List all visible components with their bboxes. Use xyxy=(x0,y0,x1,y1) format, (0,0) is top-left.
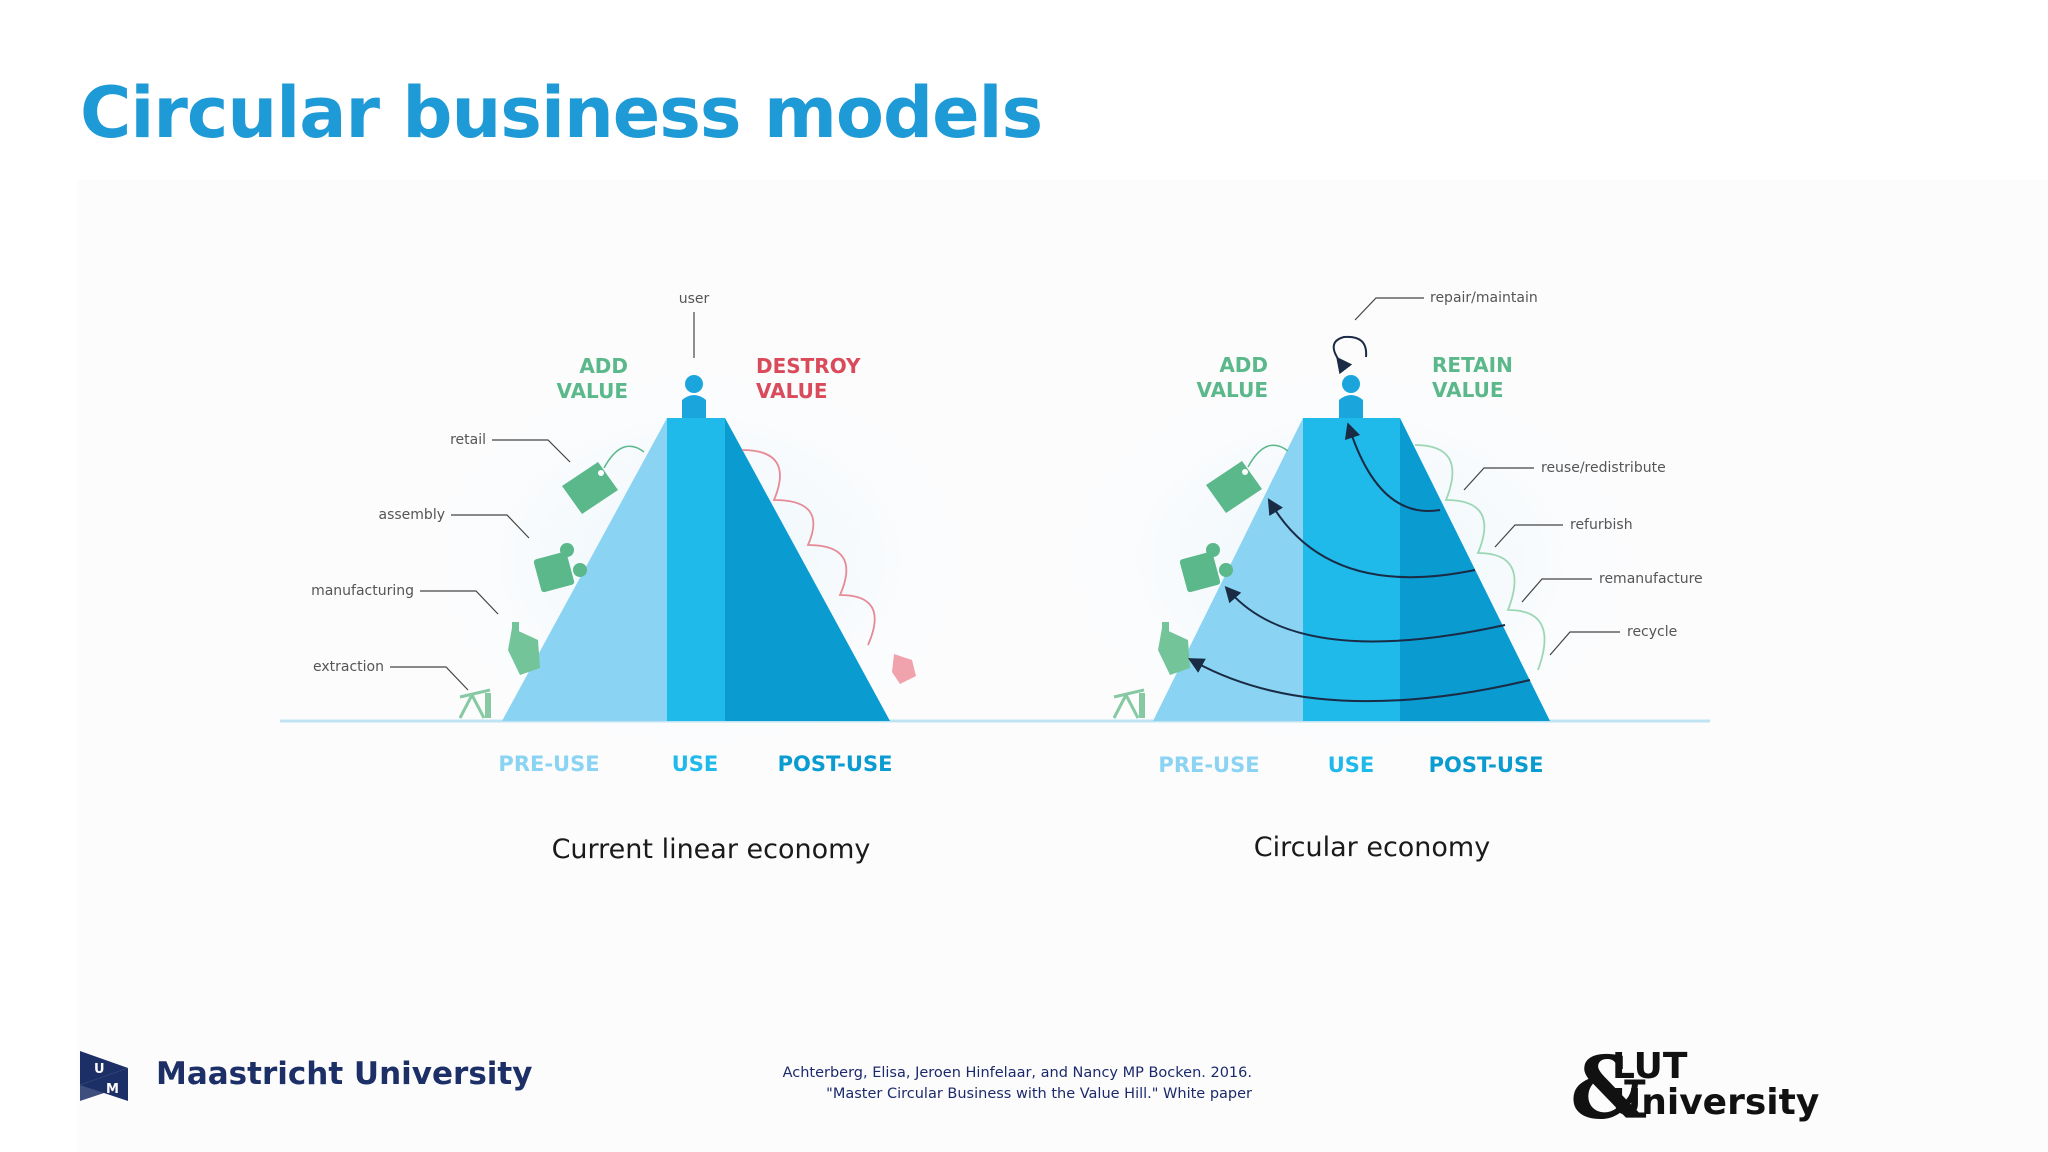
post-use-section xyxy=(1400,418,1550,721)
citation-line-2: "Master Circular Business with the Value… xyxy=(826,1086,1252,1102)
assembly-leader-line xyxy=(451,514,530,539)
add-heading-line2: VALUE xyxy=(1196,378,1268,402)
add-heading-line1: ADD xyxy=(579,354,628,378)
phase-label-use: USE xyxy=(1328,753,1375,777)
slide-title: Circular business models xyxy=(80,72,1043,154)
puzzle-icon xyxy=(533,543,587,593)
phase-label-post-use: POST-USE xyxy=(1429,753,1544,777)
lut-ampersand-mark: & xyxy=(1570,1038,1648,1139)
phase-label-pre-use: PRE-USE xyxy=(498,752,599,776)
loop-label-refurbish: refurbish xyxy=(1570,517,1633,533)
um-letter-u: U xyxy=(94,1062,105,1077)
phase-label-post-use: POST-USE xyxy=(778,752,893,776)
remanufacture-leader-line xyxy=(1521,578,1592,603)
maastricht-logo-mark: U M xyxy=(80,1051,128,1101)
stage-label-manufacturing: manufacturing xyxy=(311,583,414,599)
user-figure-icon xyxy=(682,375,706,418)
use-section xyxy=(667,418,725,721)
stage-label-retail: retail xyxy=(450,432,486,448)
factory-icon xyxy=(508,622,540,675)
phase-label-pre-use: PRE-USE xyxy=(1158,753,1259,777)
tag-icon xyxy=(1206,444,1289,513)
destroy-heading-line2: VALUE xyxy=(756,379,828,403)
maastricht-university-name: Maastricht University xyxy=(156,1056,533,1092)
stage-label-extraction: extraction xyxy=(313,659,384,675)
factory-icon xyxy=(1158,622,1190,675)
user-label: user xyxy=(679,291,710,307)
add-heading-line2: VALUE xyxy=(556,379,628,403)
um-letter-m: M xyxy=(106,1082,119,1097)
citation: Achterberg, Elisa, Jeroen Hinfelaar, and… xyxy=(700,1063,1252,1105)
lut-logo-line1: LUT xyxy=(1612,1046,1688,1087)
linear-economy-caption: Current linear economy xyxy=(551,834,871,865)
circular-economy-caption: Circular economy xyxy=(1253,832,1491,863)
user-figure-icon xyxy=(1339,375,1363,418)
waste-icon xyxy=(892,654,916,684)
tag-icon xyxy=(562,445,645,514)
extraction-leader-line xyxy=(390,666,469,691)
destroy-value-arcs xyxy=(741,449,876,646)
retain-value-arcs xyxy=(1414,444,1546,671)
phase-label-use: USE xyxy=(672,752,719,776)
retain-heading-line2: VALUE xyxy=(1432,378,1504,402)
add-heading-line1: ADD xyxy=(1219,353,1268,377)
manufacturing-leader-line xyxy=(420,590,499,615)
reuse-loop-arrow xyxy=(1344,422,1441,512)
repair-leader-line xyxy=(1354,297,1424,321)
refurbish-loop-arrow xyxy=(1267,498,1476,579)
oil-pump-icon xyxy=(1112,688,1145,719)
lut-logo-line2: University xyxy=(1612,1082,1820,1123)
repair-maintain-label: repair/maintain xyxy=(1430,290,1538,306)
recycle-leader-line xyxy=(1549,631,1620,656)
reuse-leader-line xyxy=(1463,467,1534,491)
retail-leader-line xyxy=(492,439,571,463)
retain-heading-line1: RETAIN xyxy=(1432,353,1513,377)
linear-economy-diagram: user ADD VALUE DESTROY VALUE retail asse… xyxy=(280,291,1100,800)
circular-economy-diagram: repair/maintain ADD VALUE RETAIN VALUE xyxy=(990,290,1710,800)
recycle-loop-arrow xyxy=(1187,658,1531,703)
refurbish-leader-line xyxy=(1494,524,1563,548)
post-use-section xyxy=(725,418,890,721)
loop-label-recycle: recycle xyxy=(1627,624,1677,640)
stage-label-assembly: assembly xyxy=(379,507,445,523)
puzzle-icon xyxy=(1179,543,1233,593)
remanufacture-loop-arrow xyxy=(1224,586,1506,643)
citation-line-1: Achterberg, Elisa, Jeroen Hinfelaar, and… xyxy=(782,1065,1252,1081)
destroy-heading-line1: DESTROY xyxy=(756,354,861,378)
oil-pump-icon xyxy=(458,688,491,719)
loop-label-reuse: reuse/redistribute xyxy=(1541,460,1666,476)
repair-loop-arrow xyxy=(1332,335,1368,375)
loop-label-remanufacture: remanufacture xyxy=(1599,571,1703,587)
